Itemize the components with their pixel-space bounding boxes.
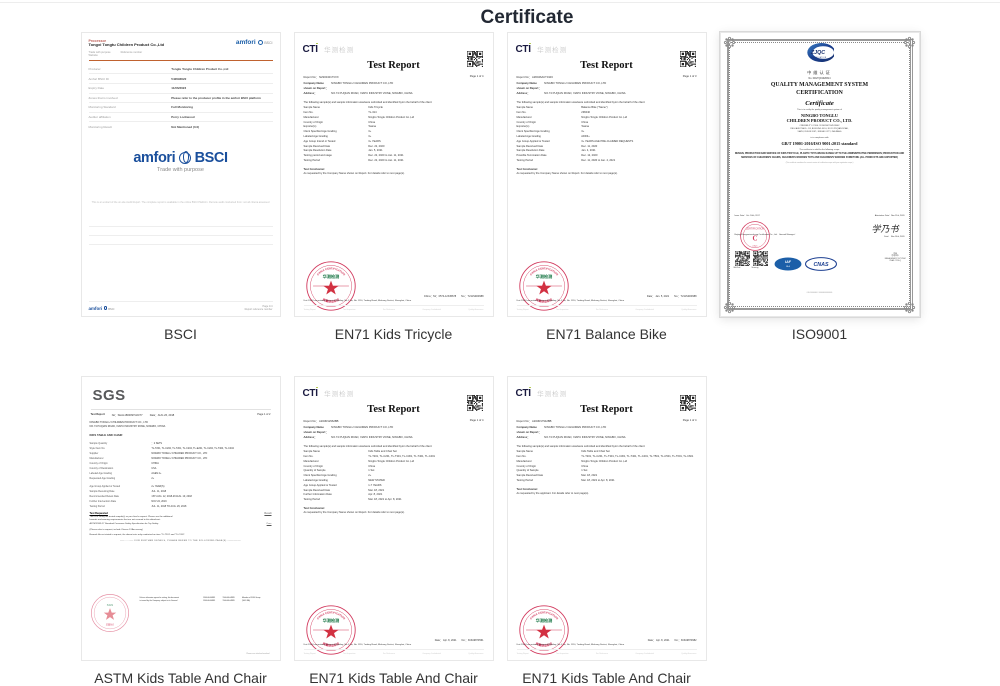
svg-text:华测检测: 华测检测 <box>535 617 551 623</box>
svg-text:华测检测: 华测检测 <box>322 617 338 623</box>
svg-text:华测检测: 华测检测 <box>322 273 338 279</box>
svg-text:IAF: IAF <box>785 260 792 264</box>
svg-text:华测检测: 华测检测 <box>535 273 551 279</box>
svg-text:C: C <box>752 235 757 242</box>
svg-text:ZJQC: ZJQC <box>752 246 758 248</box>
svg-text:SGS: SGS <box>106 603 112 607</box>
svg-text:CNAS: CNAS <box>813 262 829 268</box>
svg-text:质量保证: 质量保证 <box>105 622 113 626</box>
svg-text:CERTIFICATION: CERTIFICATION <box>745 227 764 230</box>
